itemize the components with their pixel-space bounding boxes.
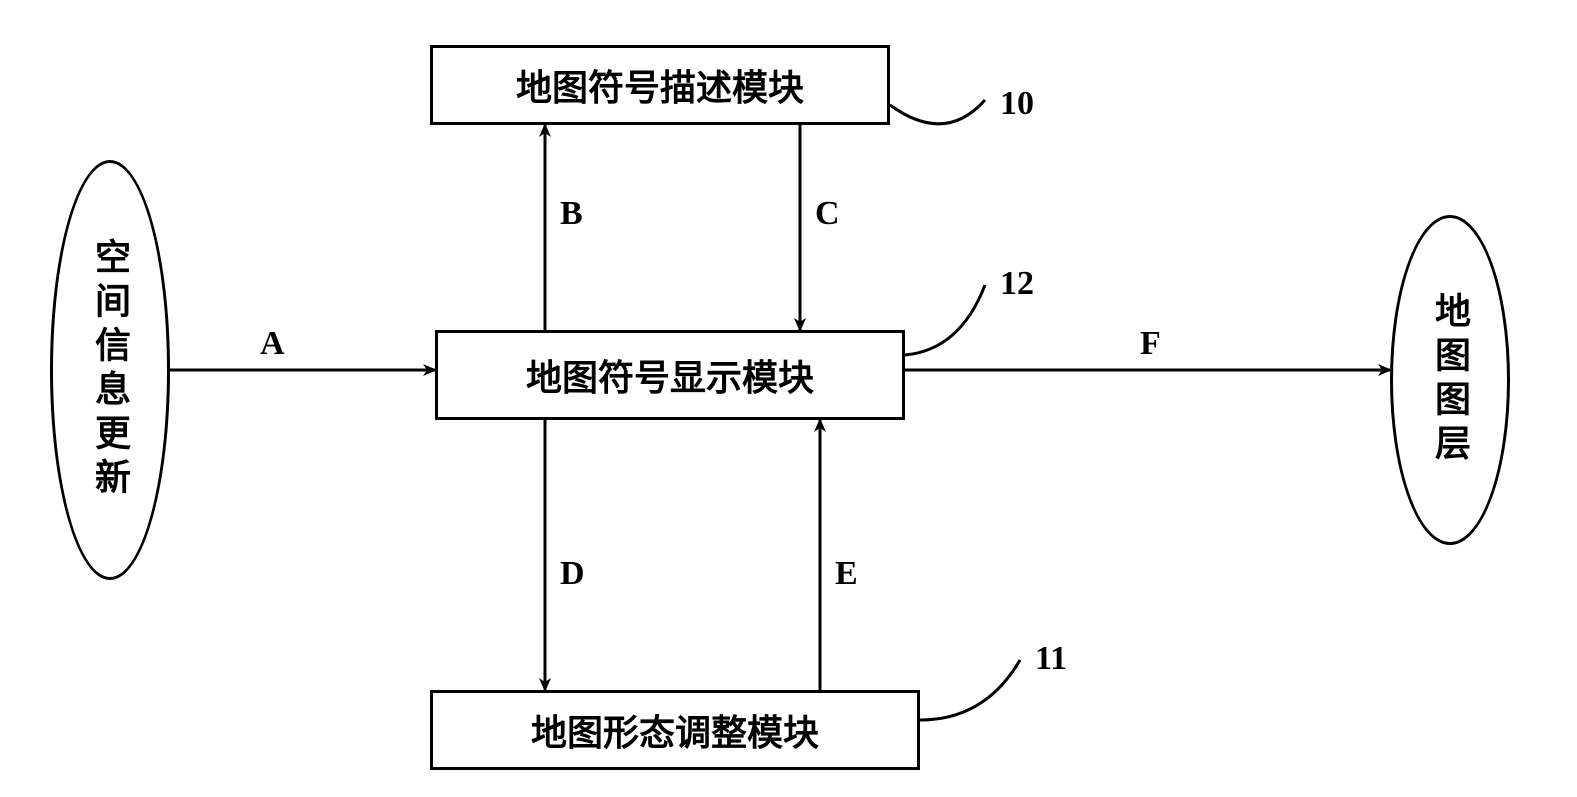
node-bottom-rect: 地图形态调整模块: [430, 690, 920, 770]
node-number-11: 11: [1035, 640, 1067, 678]
callout-10: [890, 100, 985, 124]
edge-label-f: F: [1140, 325, 1161, 363]
node-bottom-label: 地图形态调整模块: [531, 704, 819, 756]
node-mid-rect: 地图符号显示模块: [435, 330, 905, 420]
node-input-label: 空间信息更新: [84, 238, 136, 502]
edge-label-a: A: [260, 325, 285, 363]
node-mid-label: 地图符号显示模块: [526, 349, 814, 401]
diagram-canvas: 空间信息更新 地图图层 地图符号描述模块 地图符号显示模块 地图形态调整模块 A…: [0, 0, 1577, 797]
edge-label-e: E: [835, 555, 858, 593]
edge-label-d: D: [560, 555, 585, 593]
node-output-ellipse: 地图图层: [1390, 215, 1510, 545]
node-top-label: 地图符号描述模块: [516, 59, 804, 111]
node-output-label: 地图图层: [1424, 292, 1476, 468]
callout-11: [920, 660, 1020, 720]
edge-label-b: B: [560, 195, 583, 233]
node-top-rect: 地图符号描述模块: [430, 45, 890, 125]
edge-label-c: C: [815, 195, 840, 233]
callout-12: [905, 285, 985, 355]
node-number-12: 12: [1000, 265, 1034, 303]
node-number-10: 10: [1000, 85, 1034, 123]
node-input-ellipse: 空间信息更新: [50, 160, 170, 580]
